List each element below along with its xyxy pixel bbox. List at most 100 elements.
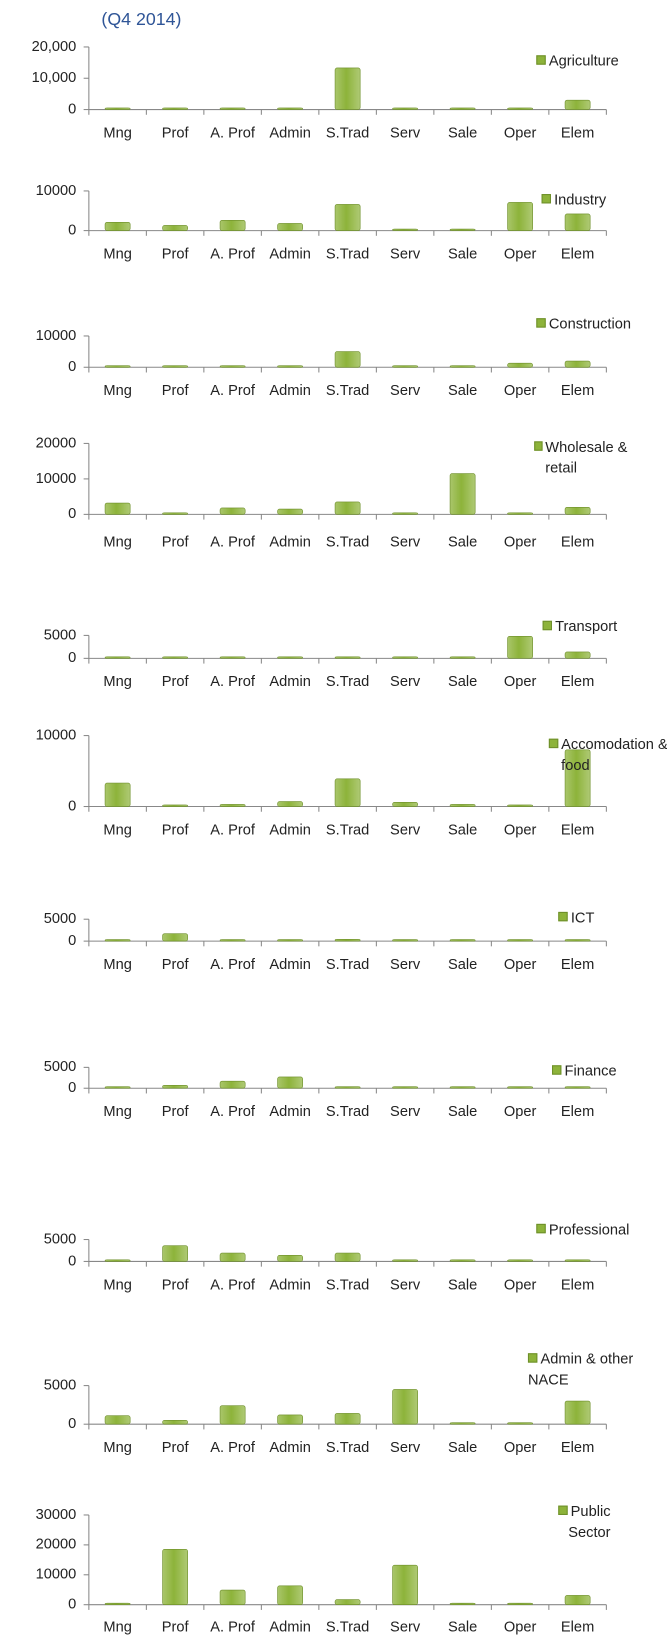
y-tick-label: 0 [68,1597,76,1613]
y-tick-label: 0 [68,1253,76,1269]
bar [277,801,303,807]
bar [392,801,418,807]
x-tick-label: Mng [103,674,131,690]
legend: Accomodation & food [548,733,667,775]
x-tick-label: Admin [269,1104,310,1120]
bar [392,365,418,368]
bar [507,804,533,807]
bar [219,1405,246,1425]
x-tick-label: Mng [103,957,131,973]
chart: 0 5000 Mng Prof A. Prof Admin S.Trad Serv Sale Op… [44,1231,607,1293]
bar [162,107,188,110]
x-tick-label: Prof [162,957,190,973]
bar [334,939,361,942]
x-tick-label: Prof [162,534,190,550]
x-tick-label: Admin [269,383,310,399]
bar [219,656,246,659]
bar [507,512,533,515]
x-tick-label: Oper [504,1440,537,1456]
x-tick-label: Elem [561,534,594,550]
x-tick-label: Admin [269,674,310,690]
x-tick-label: Serv [390,957,421,973]
x-tick-label: Prof [162,1440,190,1456]
x-tick-label: Prof [162,674,190,690]
bar [277,365,303,368]
y-tick-label: 5000 [44,1059,77,1075]
bar [162,656,188,659]
bar [507,636,533,659]
bar [334,501,361,515]
x-tick-label: A. Prof [210,1104,256,1120]
x-tick-label: Sale [448,534,477,550]
bar [277,1585,303,1606]
bar [277,1414,303,1425]
x-tick-label: Serv [390,1440,421,1456]
x-tick-label: S.Trad [326,957,369,973]
bar [392,1086,418,1089]
x-tick-label: Sale [448,1104,477,1120]
x-tick-label: Admin [269,1440,310,1456]
legend-label: Agriculture [548,52,619,69]
bar [392,939,418,942]
x-tick-label: Oper [504,125,537,141]
bar [449,656,476,659]
legend-swatch [536,318,546,328]
x-tick-label: S.Trad [326,534,369,550]
chart: 0 10000 20000 Mng Prof A. Prof Admin S.Trad Serv… [36,435,607,550]
x-tick-label: Admin [269,822,310,838]
y-tick-label: 0 [68,506,76,522]
bar [219,365,246,368]
x-tick-label: Elem [561,674,594,690]
bar [507,1259,533,1262]
x-tick-label: S.Trad [326,822,369,838]
x-tick-label: Serv [390,674,421,690]
bar [104,782,131,807]
bar [219,107,246,110]
chart: 0 5000 Mng Prof A. Prof Admin S.Trad Serv Sale Op… [44,911,607,973]
x-tick-label: A. Prof [210,246,256,262]
y-tick-label: 0 [68,222,76,238]
bar [449,1259,476,1262]
legend: Finance [551,1060,657,1081]
x-tick-label: Elem [561,383,594,399]
x-tick-label: Elem [561,957,594,973]
legend: Wholesale & retail [534,436,639,478]
bar [219,219,246,231]
x-tick-label: Admin [269,957,310,973]
x-tick-label: Mng [103,125,131,141]
bar [162,1549,188,1606]
x-tick-label: Serv [390,822,421,838]
bar [564,1086,591,1089]
bar [334,204,361,231]
bar [564,939,591,942]
bar [162,804,188,807]
y-tick-label: 0 [68,359,76,375]
x-tick-label: Mng [103,246,131,262]
x-tick-label: Prof [162,1104,190,1120]
bar [277,939,303,942]
bar [334,1413,361,1425]
legend-swatch [548,738,559,749]
x-tick-label: S.Trad [326,1104,369,1120]
x-tick-label: S.Trad [326,674,369,690]
x-tick-label: Elem [561,1104,594,1120]
legend-label: Industry [554,190,607,208]
y-tick-label: 5000 [44,627,77,643]
legend-swatch [536,55,546,65]
x-tick-label: Oper [504,383,537,399]
bar [392,1564,418,1606]
x-tick-label: S.Trad [326,1440,369,1456]
bar [507,1086,533,1089]
x-tick-label: Serv [390,383,421,399]
y-tick-label: 0 [68,1416,76,1432]
x-tick-label: Elem [561,246,594,262]
x-tick-label: Oper [504,534,537,550]
bar [104,107,131,110]
page-title: (Q4 2014) [101,9,182,30]
bar [507,939,533,942]
x-tick-label: A. Prof [210,125,256,141]
legend-label: Admin & other NACE [527,1350,634,1388]
chart: 0 10000 Mng Prof A. Prof Admin S.Trad Serv Sale O… [36,727,607,838]
x-tick-label: Sale [448,1440,477,1456]
